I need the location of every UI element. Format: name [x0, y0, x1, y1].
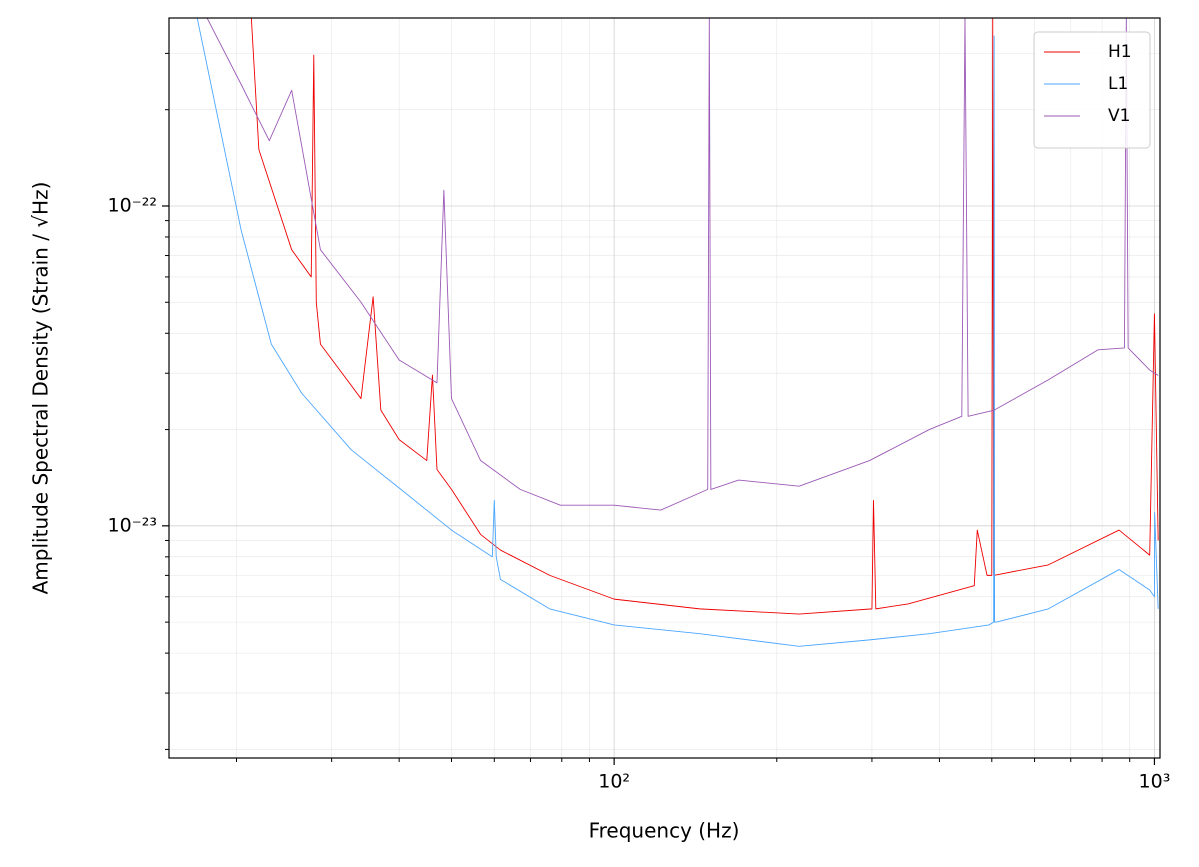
legend-label: H1 — [1108, 42, 1132, 62]
series-line — [196, 18, 1159, 647]
legend-label: V1 — [1108, 106, 1130, 126]
y-axis-label: Amplitude Spectral Density (Strain / √Hz… — [29, 182, 53, 595]
ticks: 10² 10³ 10⁻²³ 10⁻²² — [108, 52, 1171, 793]
legend-label: L1 — [1108, 74, 1128, 94]
plot-lines — [196, 18, 1159, 647]
x-axis-label: Frequency (Hz) — [589, 819, 740, 843]
series-line — [206, 18, 1159, 511]
series-line — [250, 18, 1159, 615]
legend-box — [1033, 31, 1151, 149]
y-tick-label: 10⁻²² — [108, 194, 157, 216]
plot-frame — [168, 17, 1161, 759]
x-tick-label: 10³ — [1139, 771, 1171, 793]
grid — [169, 18, 1160, 758]
x-tick-label: 10² — [598, 771, 630, 793]
legend: H1 L1 V1 — [1033, 31, 1151, 149]
y-tick-label: 10⁻²³ — [108, 514, 157, 536]
